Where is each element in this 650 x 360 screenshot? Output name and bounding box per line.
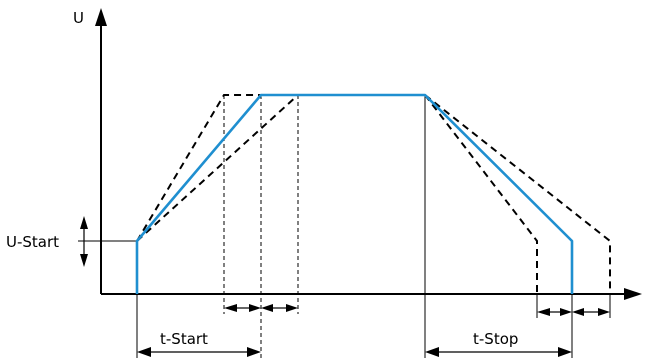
t-stop-dimension: [425, 347, 572, 357]
u-start-marker: [78, 216, 137, 267]
t-start-tolerance: [224, 304, 298, 312]
t-stop-tol-left-arrow-icon: [537, 308, 550, 316]
t-start-right-arrow-icon: [247, 347, 261, 357]
x-axis: [101, 288, 642, 300]
t-start-tol-right-arrow-icon: [286, 304, 298, 312]
u-start-up-arrow-icon: [80, 216, 88, 229]
t-stop-tolerance: [537, 308, 610, 316]
t-stop-tol-right-arrow-icon: [598, 308, 610, 316]
guide-lines: [136, 95, 611, 358]
ramp-variants: [136, 94, 611, 294]
t-stop-tol-mid-right-arrow-icon: [560, 308, 572, 316]
t-start-tol-mid-right-arrow-icon: [249, 304, 261, 312]
fast-fall-ramp: [424, 94, 538, 294]
t-stop-left-arrow-icon: [425, 347, 439, 357]
nominal-ramp-profile: [135, 93, 574, 294]
y-axis-label: U: [73, 9, 84, 27]
t-stop-tol-mid-left-arrow-icon: [572, 308, 584, 316]
t-start-left-arrow-icon: [137, 347, 151, 357]
t-start-tol-mid-left-arrow-icon: [261, 304, 273, 312]
t-start-tol-left-arrow-icon: [224, 304, 237, 312]
y-axis-arrow-icon: [95, 8, 107, 26]
u-start-label: U-Start: [6, 233, 59, 251]
slow-fall-ramp: [424, 94, 611, 294]
t-stop-label: t-Stop: [473, 330, 518, 348]
u-start-down-arrow-icon: [80, 254, 88, 267]
x-axis-arrow-icon: [624, 288, 642, 300]
t-start-dimension: [137, 347, 261, 357]
t-stop-right-arrow-icon: [558, 347, 572, 357]
y-axis: [95, 8, 107, 294]
t-start-label: t-Start: [160, 330, 208, 348]
slow-rise-ramp: [136, 94, 299, 242]
